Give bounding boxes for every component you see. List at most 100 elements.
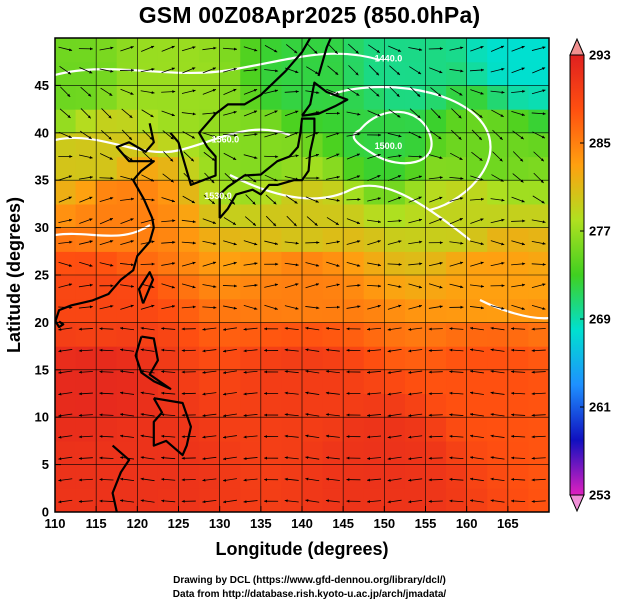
coastline-segment [55,123,155,323]
field-cell [322,132,344,158]
wind-arrowhead [223,328,227,331]
wind-arrowhead [99,434,103,438]
field-cell [425,227,447,252]
wind-arrowhead [387,500,391,504]
wind-arrowhead [223,392,227,396]
wind-arrowhead [346,391,350,395]
wind-arrowhead [254,242,258,246]
wind-arrowhead [252,201,256,205]
wind-arrowhead [284,326,288,330]
field-cell [466,61,488,86]
field-cell [157,180,180,205]
wind-arrowhead [295,70,299,74]
wind-arrowhead [233,242,237,246]
wind-arrowhead [202,414,206,417]
field-cell [55,440,77,466]
wind-arrowhead [377,197,381,201]
wind-arrowhead [356,175,361,179]
field-cell [507,132,530,158]
field-cell [75,298,97,323]
wind-arrowhead [490,477,494,481]
wind-arrowhead [521,307,525,310]
field-cell [178,38,200,63]
field-cell [219,61,241,86]
field-cell [322,156,344,181]
field-cell [322,369,344,395]
wind-arrowhead [171,199,175,203]
field-cell [137,109,159,134]
wind-arrowhead [161,434,165,438]
wind-arrowhead [490,391,494,395]
wind-arrowhead [254,283,258,287]
field-cell [302,38,324,63]
colorbar-tick-label: 269 [589,312,611,327]
wind-arrowhead [542,89,546,93]
wind-arrowhead [305,456,309,459]
field-cell [343,109,365,134]
field-cell [302,322,324,347]
field-cell [446,464,468,489]
field-cell [178,275,200,300]
wind-arrowhead [541,135,545,139]
wind-arrowhead [490,499,494,503]
field-cell [487,109,509,134]
field-cell [240,132,262,158]
field-cell [487,393,509,418]
wind-arrowhead [480,91,484,95]
field-cell [446,156,468,181]
field-cell [157,275,180,300]
wind-arrowhead [377,153,381,157]
contour-line [229,174,471,241]
field-cell [96,275,118,300]
wind-arrowhead [387,478,391,482]
field-cell [219,180,241,205]
wind-arrowhead [202,349,206,353]
wind-arrowhead [202,371,206,374]
field-cell [116,85,138,110]
x-tick-label: 150 [373,516,395,531]
wind-arrowhead [387,435,391,439]
wind-arrowhead [511,370,515,374]
wind-arrowhead [295,263,299,267]
field-cell [446,109,468,134]
field-cell [528,346,549,371]
field-cell [199,275,221,300]
wind-arrowhead [377,220,381,224]
field-cell [178,393,200,418]
field-cell [466,393,488,418]
wind-arrowhead [500,114,504,117]
field-cell [199,488,221,512]
field-cell [343,369,365,395]
field-cell [260,38,283,63]
wind-arrowhead [398,196,402,200]
contour-labels: 1440.0 1500.0 1560.0 1530.0 [204,54,402,201]
field-cell [75,346,97,371]
field-cell [466,156,488,181]
field-cell [157,132,180,158]
wind-arrowhead [428,370,432,374]
field-cell [281,464,303,489]
field-cell [425,393,447,418]
wind-arrowhead [212,221,216,224]
y-tick-label: 10 [35,410,49,425]
wind-arrowhead [542,307,546,310]
wind-arrowhead [181,478,185,482]
field-cell [425,322,447,347]
field-cell [466,346,488,371]
wind-arrowhead [439,196,443,200]
field-cell [446,369,468,395]
wind-arrowhead [295,110,299,114]
wind-arrowhead [140,456,144,459]
field-cell [260,488,283,512]
field-cell [75,440,97,466]
wind-arrowhead [130,284,134,288]
x-tick-label: 125 [168,516,190,531]
field-cell [528,298,549,323]
wind-arrowhead [398,304,402,308]
field-cell [384,38,406,63]
field-cell [96,393,118,418]
wind-arrowhead [501,67,505,71]
wind-arrowhead [140,434,144,438]
wind-arrowhead [202,392,206,396]
wind-arrowhead [89,283,93,287]
